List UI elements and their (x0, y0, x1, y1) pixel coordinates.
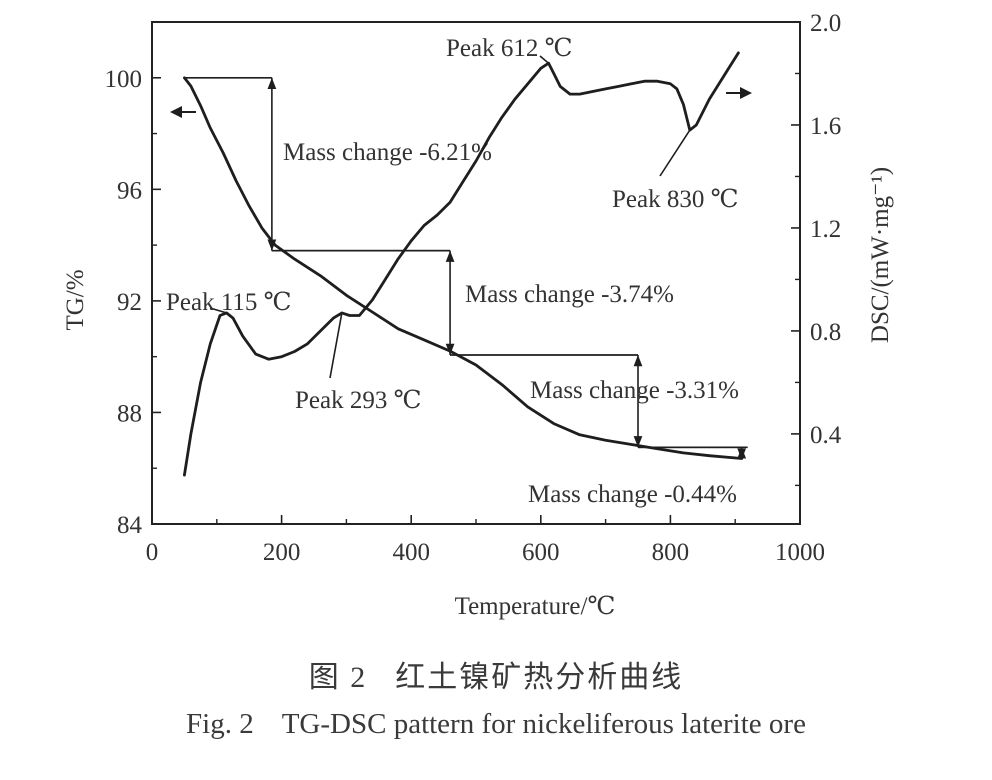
y-left-tick-label: 96 (117, 177, 142, 204)
peak-leader-line (329, 312, 343, 379)
caption-en-label: Fig. 2 (186, 708, 254, 740)
y-right-tick-label: 0.4 (810, 422, 842, 449)
caption-chinese: 图 2 红土镍矿热分析曲线 (0, 652, 992, 696)
mass-change-arrow-down (633, 436, 643, 448)
x-tick-label: 400 (392, 539, 430, 566)
x-tick-label: 1000 (775, 539, 825, 566)
x-tick-label: 600 (522, 539, 560, 566)
tg-curve (183, 76, 744, 460)
caption-en-text: TG-DSC pattern for nickeliferous laterit… (281, 708, 806, 740)
caption-cn-text: 红土镍矿热分析曲线 (395, 661, 684, 694)
peak-annotations: Peak 612 ℃ Peak 830 ℃ Peak 115 ℃ Peak 293 ℃ (166, 35, 739, 414)
axis-indicator-arrows (170, 87, 752, 118)
mass-change-arrow-down (445, 343, 455, 355)
mass-change-label: Mass change -0.44% (528, 481, 737, 508)
dsc-curve (183, 51, 740, 477)
peak-leader-line (209, 307, 227, 314)
y-axis-right-label: DSC/(mW·mg⁻¹) (867, 167, 894, 343)
caption-cn-label: 图 2 (308, 661, 368, 694)
mass-change-arrow-up (267, 77, 277, 89)
y-left-tick-label: 84 (117, 512, 143, 539)
series-lines (183, 51, 744, 477)
mass-change-label: Mass change -6.21% (283, 139, 492, 166)
dsc-axis-arrow-head (740, 87, 752, 99)
caption-english: Fig. 2 TG-DSC pattern for nickeliferous l… (0, 708, 992, 741)
peak-label: Peak 293 ℃ (295, 387, 422, 414)
x-axis: 0 200 400 600 800 1000 (146, 515, 825, 566)
peak-label: Peak 612 ℃ (446, 35, 573, 62)
mass-change-label: Mass change -3.74% (465, 281, 674, 308)
y-axis-left-label: TG/% (62, 269, 89, 330)
mass-change-arrow-up (737, 447, 747, 459)
peak-leader-line (659, 129, 691, 177)
mass-change-arrow-up (445, 250, 455, 262)
x-tick-label: 0 (146, 539, 159, 566)
x-tick-label: 200 (263, 539, 301, 566)
peak-label: Peak 115 ℃ (166, 289, 292, 316)
tg-axis-arrow-head (170, 106, 182, 118)
y-left-tick-label: 92 (117, 289, 142, 316)
y-left-tick-label: 88 (117, 400, 142, 427)
y-right-tick-label: 1.2 (810, 216, 841, 243)
x-tick-label: 800 (652, 539, 690, 566)
y-axis-right: 0.4 0.8 1.2 1.6 2.0 (791, 10, 842, 487)
mass-change-label: Mass change -3.31% (530, 377, 739, 404)
x-axis-label: Temperature/℃ (455, 593, 616, 620)
y-axis-left: 84 88 92 96 100 (105, 21, 161, 539)
y-left-tick-label: 100 (105, 66, 143, 93)
peak-label: Peak 830 ℃ (612, 186, 739, 213)
plot-frame (151, 21, 801, 525)
y-right-tick-label: 1.6 (810, 113, 841, 140)
peak-leader-line (539, 55, 550, 64)
y-right-tick-label: 0.8 (810, 319, 841, 346)
plot-border (151, 21, 801, 525)
y-right-tick-label: 2.0 (810, 10, 841, 37)
mass-change-arrow-up (633, 354, 643, 367)
